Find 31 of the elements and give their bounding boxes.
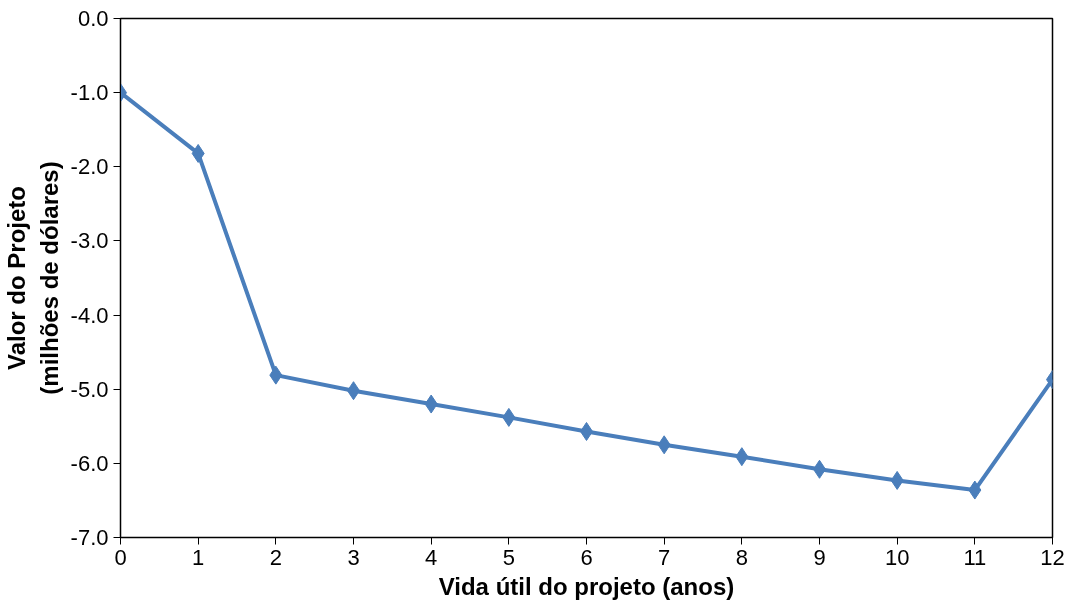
x-axis-title: Vida útil do projeto (anos) bbox=[438, 572, 735, 600]
y-tick-label: -5.0 bbox=[70, 376, 109, 402]
y-tick-label: -3.0 bbox=[70, 228, 109, 254]
x-tick-label: 6 bbox=[580, 544, 593, 570]
x-tick-label: 4 bbox=[425, 544, 438, 570]
y-tick-label: -1.0 bbox=[70, 80, 109, 106]
x-tick-label: 3 bbox=[347, 544, 360, 570]
y-tick-label: -6.0 bbox=[70, 450, 109, 476]
x-tick-label: 5 bbox=[502, 544, 515, 570]
point bbox=[657, 435, 671, 455]
point bbox=[424, 394, 438, 414]
point bbox=[735, 447, 749, 467]
y-tick-label: 0.0 bbox=[77, 6, 109, 31]
y-tick-label: -4.0 bbox=[70, 302, 109, 328]
x-tick-label: 2 bbox=[269, 544, 282, 570]
point bbox=[191, 143, 205, 163]
y-tick-label: -2.0 bbox=[70, 154, 109, 180]
y-axis-title: Valor do Projeto (milhões de dólares) bbox=[3, 161, 63, 395]
point bbox=[269, 365, 283, 385]
point bbox=[890, 470, 904, 490]
x-tick-label: 7 bbox=[658, 544, 671, 570]
x-tick-label: 10 bbox=[884, 544, 910, 570]
x-tick-label: 8 bbox=[735, 544, 748, 570]
x-tick-label: 0 bbox=[114, 544, 127, 570]
x-tick-label: 1 bbox=[192, 544, 205, 570]
x-tick-label: 12 bbox=[1040, 544, 1065, 570]
point bbox=[968, 480, 982, 500]
x-tick-label: 9 bbox=[813, 544, 826, 570]
x-tick-label: 11 bbox=[963, 544, 987, 570]
y-tick-label: -7.0 bbox=[70, 525, 109, 550]
point bbox=[502, 407, 516, 427]
